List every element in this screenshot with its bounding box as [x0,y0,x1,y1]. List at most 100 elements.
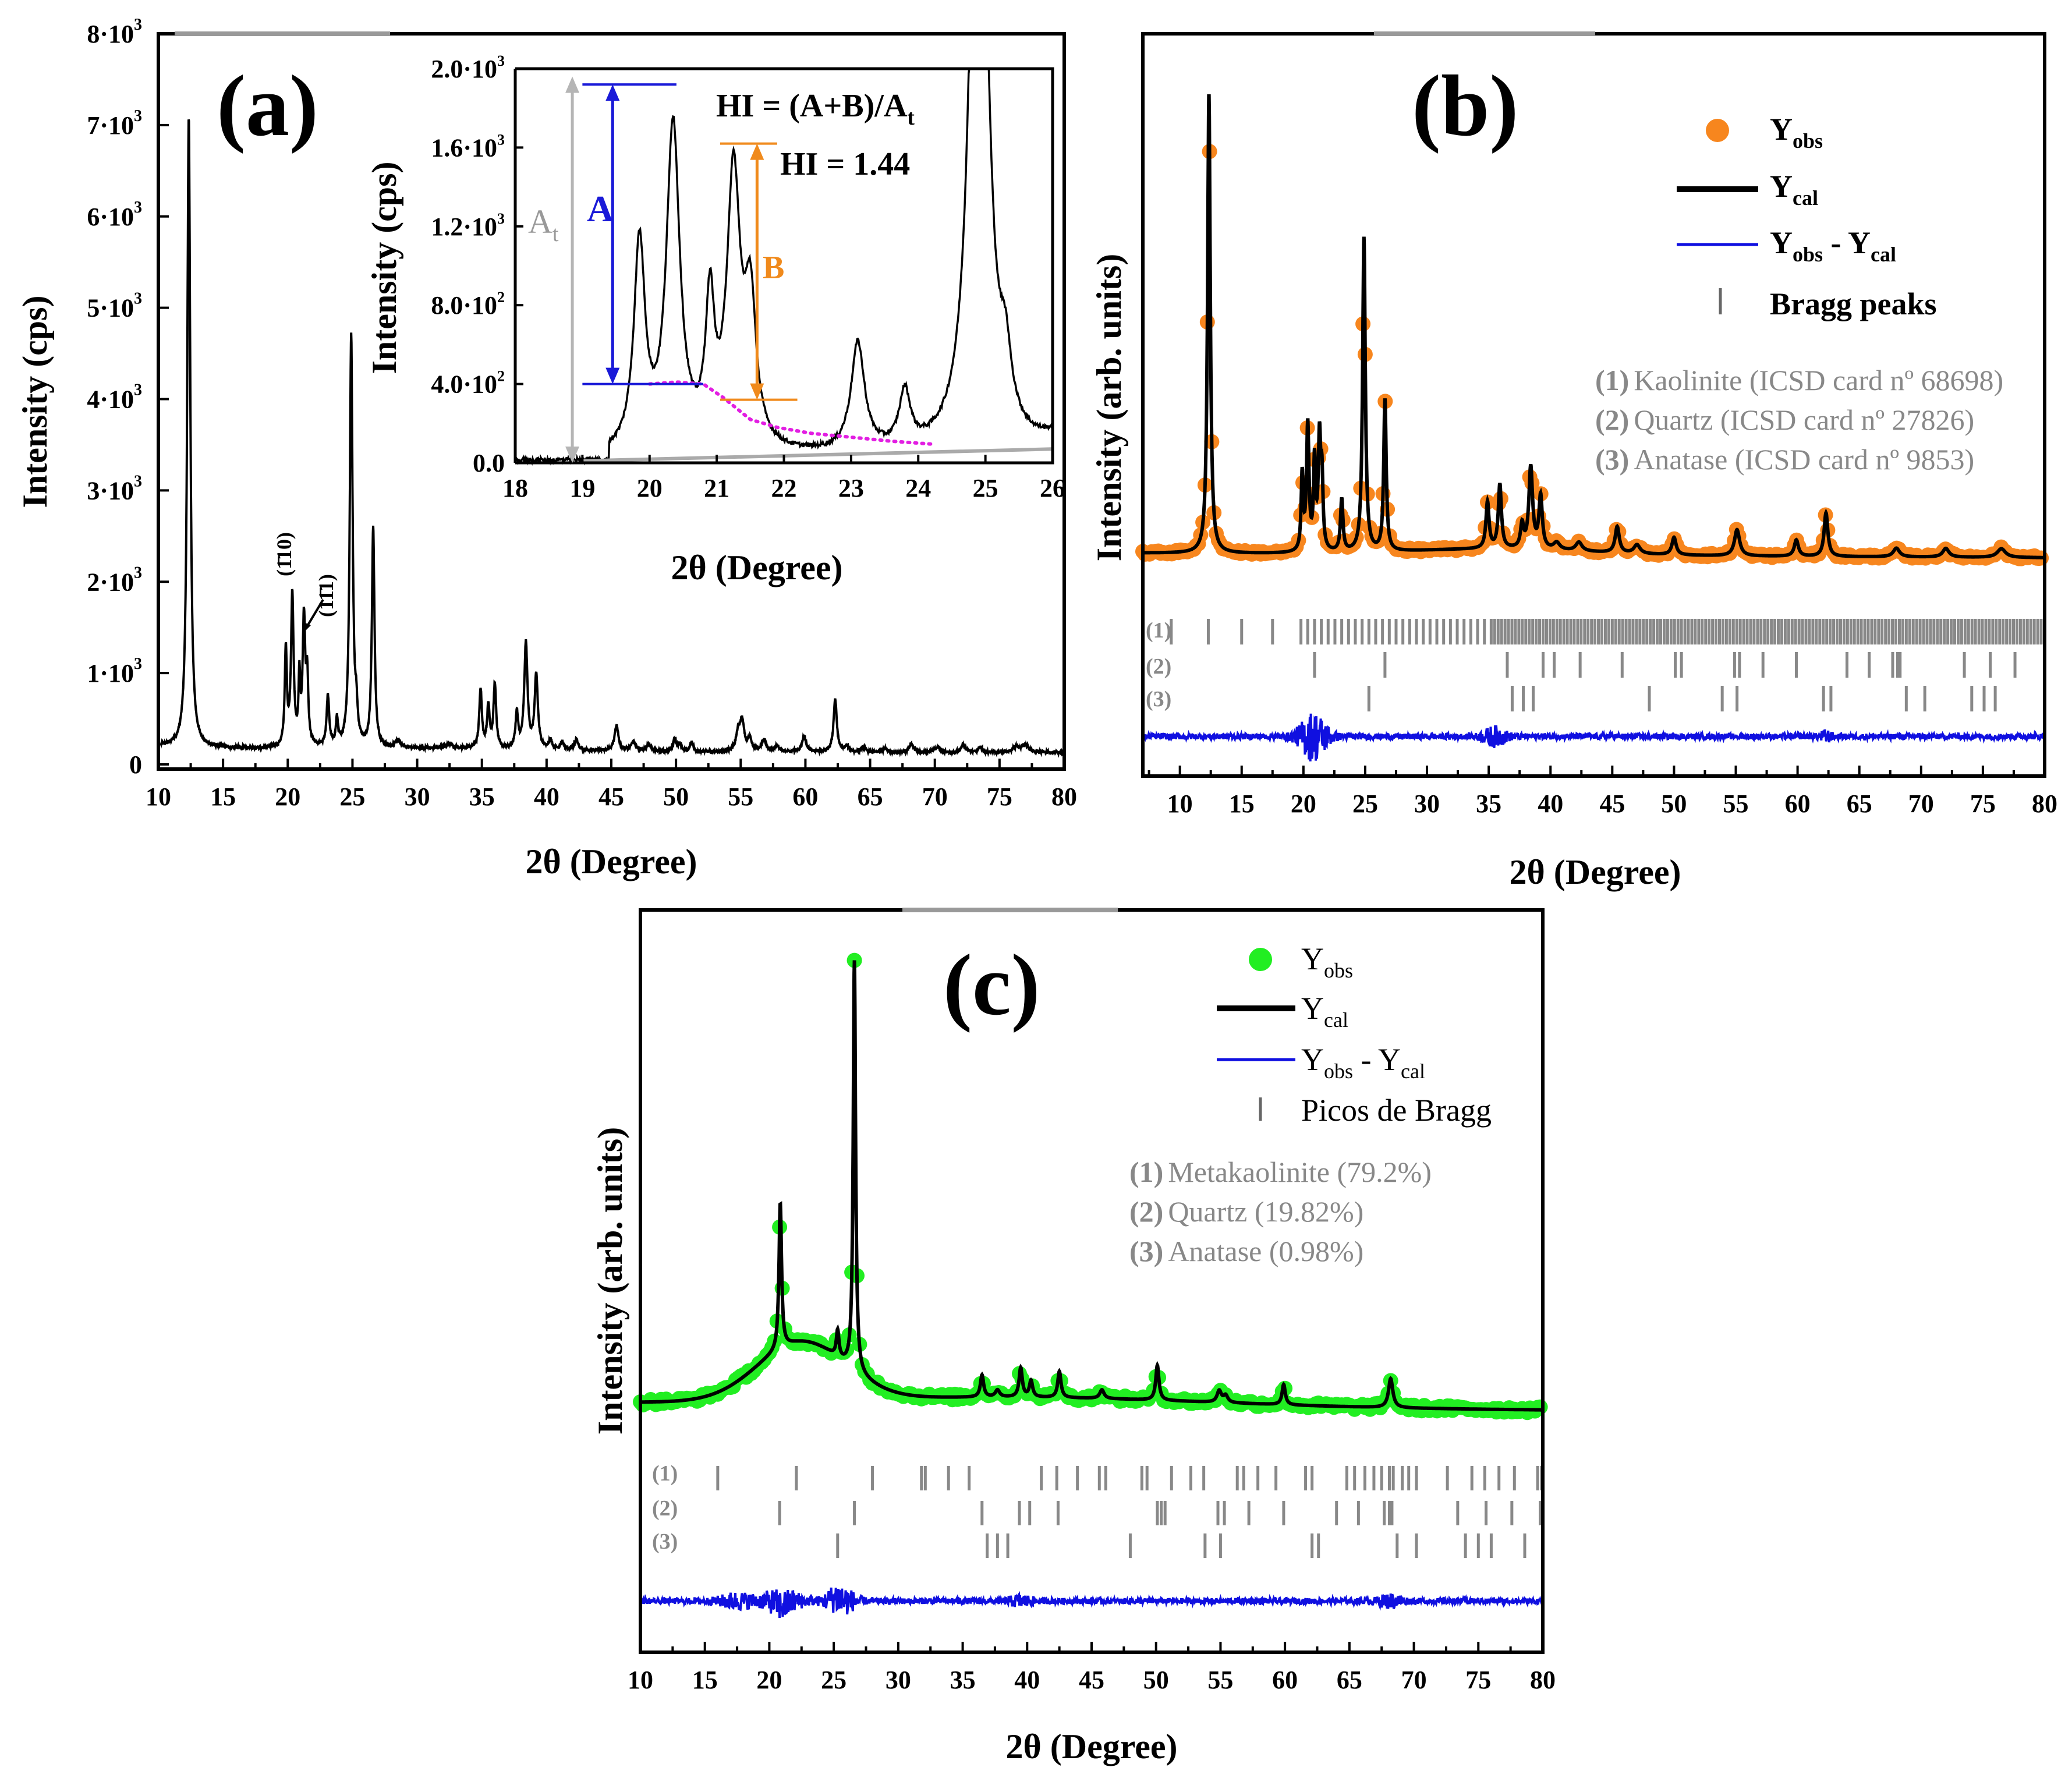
phase-b-1: (1) Kaolinite (ICSD card nº 68698) [1595,364,2003,396]
inset-arrow-a-head-top [605,84,620,101]
y-tick-label: 2·103 [87,564,142,596]
phase-c-2: (2) Quartz (19.82%) [1129,1195,1363,1228]
x-tick-label: 70 [1908,789,1934,818]
x-tick-label: 75 [987,782,1012,811]
row-label-b-2: (2) [1146,654,1171,679]
panel-c-ylabel: Intensity (arb. units) [591,1127,629,1435]
difference-line [639,1587,1544,1618]
x-tick-label: 10 [1167,789,1193,818]
observed-point [1532,1399,1548,1415]
phase-b-3: (3) Anatase (ICSD card nº 9853) [1595,443,1974,476]
x-tick-label: 60 [792,782,818,811]
legend-c-obs-marker [1249,948,1272,971]
x-tick-label: 45 [1079,1666,1104,1694]
x-tick-label: 75 [1970,789,1996,818]
y-tick-label: 5·103 [87,290,142,323]
inset-x-tick-label: 22 [771,474,797,502]
x-tick-label: 75 [1465,1666,1491,1694]
phase-c-1: (1) Metakaolinite (79.2%) [1129,1156,1432,1188]
x-tick-label: 80 [1530,1666,1556,1694]
inset-x-tick-label: 18 [502,474,528,502]
panel-b-x-ticks: 10 15 20 25 30 35 40 45 50 55 60 65 70 75 80 [1147,766,2057,818]
x-tick-label: 25 [821,1666,846,1694]
inset-x-tick-label: 26 [1040,474,1065,502]
inset-ylabel: Intensity (cps) [365,161,403,374]
x-tick-label: 70 [922,782,948,811]
legend-b-cal: Ycal [1770,169,1818,210]
panel-c-x-ticks: 10 15 20 25 30 35 40 45 50 55 60 65 70 75 80 [628,1642,1556,1694]
row-label-c-2: (2) [652,1496,678,1521]
panel-a-y-ticks: 0 1·103 2·103 3·103 4·103 5·103 6·103 7·103 8·10… [87,16,169,779]
row-label-b-1: (1) [1146,618,1171,643]
inset-arrow-at-head-bottom [565,447,580,463]
panel-b-xlabel: 2θ (Degree) [1509,853,1681,891]
x-tick-label: 10 [146,782,171,811]
x-tick-label: 80 [1051,782,1077,811]
x-tick-label: 50 [663,782,689,811]
panel-c-phases: (1) Metakaolinite (79.2%) (2) Quartz (19.8… [1129,1156,1432,1267]
annotation-11-1: (11̄1) [314,574,338,617]
x-tick-label: 20 [1291,789,1316,818]
y-tick-label: 7·103 [87,107,142,140]
x-tick-label: 30 [1414,789,1440,818]
calculated-line [640,960,1543,1412]
panel-a-inset: 18 19 20 21 22 23 24 25 26 0.0 4.0·102 8.0·102 1.2·… [365,52,1065,587]
x-tick-label: 35 [950,1666,976,1694]
inset-baseline [582,447,1052,463]
annotation-arrow-head [303,622,311,632]
panel-a-pattern-line [160,119,1065,758]
x-tick-label: 20 [756,1666,782,1694]
x-tick-label: 55 [1723,789,1749,818]
y-tick-label: 6·103 [87,199,142,231]
panel-a-series [160,119,1065,758]
x-tick-label: 50 [1661,789,1687,818]
inset-y-tick-label: 4.0·102 [431,368,505,399]
inset-x-tick-label: 25 [973,474,998,502]
x-tick-label: 15 [210,782,236,811]
row-label-c-1: (1) [652,1461,678,1486]
x-tick-label: 25 [1352,789,1378,818]
panel-b-tag: (b) [1412,58,1518,154]
legend-b-obs-marker [1706,119,1729,142]
x-tick-label: 35 [469,782,495,811]
x-tick-label: 55 [1207,1666,1233,1694]
inset-arrow-b-head-top [750,143,764,160]
legend-c-obs: Yobs [1301,941,1353,982]
y-tick-label: 3·103 [87,472,142,505]
phase-b-2: (2) Quartz (ICSD card nº 27826) [1595,403,1974,436]
panel-b-legend: Yobs Ycal Yobs - Ycal Bragg peaks [1677,112,1937,321]
inset-label-at: At [528,203,559,246]
x-tick-label: 30 [405,782,430,811]
inset-x-tick-label: 23 [838,474,864,502]
legend-b-obs: Yobs [1770,112,1823,153]
y-tick-label: 8·103 [87,16,142,48]
x-tick-label: 45 [1599,789,1625,818]
inset-y-ticks: 0.0 4.0·102 8.0·102 1.2·103 1.6·103 2.0·103 [431,52,523,477]
legend-b-diff: Yobs - Ycal [1770,225,1896,266]
inset-arrow-b-head-bottom [750,383,764,400]
phase-c-3: (3) Anatase (0.98%) [1129,1235,1363,1267]
inset-x-tick-label: 21 [704,474,729,502]
legend-c-diff: Yobs - Ycal [1301,1042,1425,1083]
inset-label-a: A [587,188,614,229]
panel-a: 10 15 20 25 30 35 40 45 50 55 60 65 70 75 80 0 1·103 2·1… [16,16,1077,881]
panel-b-series [1135,94,2049,762]
calculated-line [1143,94,2043,559]
inset-y-tick-label: 0.0 [473,449,505,477]
panel-b-phases: (1) Kaolinite (ICSD card nº 68698) (2) Qua… [1595,364,2003,476]
x-tick-label: 40 [534,782,559,811]
inset-formula: HI = (A+B)/At [716,88,915,130]
legend-b-bragg: Bragg peaks [1770,286,1937,321]
panel-b-ylabel: Intensity (arb. units) [1090,254,1128,561]
legend-c-cal: Ycal [1301,991,1348,1032]
panel-a-ylabel: Intensity (cps) [16,295,54,508]
panel-b: 10 15 20 25 30 35 40 45 50 55 60 65 70 75 80 (b) 2θ (D… [1090,31,2057,891]
x-tick-label: 50 [1143,1666,1169,1694]
inset-y-tick-label: 2.0·103 [431,52,505,83]
y-tick-label: 4·103 [87,381,142,414]
inset-x-tick-label: 24 [905,474,931,502]
x-tick-label: 70 [1401,1666,1427,1694]
inset-x-tick-label: 20 [637,474,663,502]
y-tick-label: 1·103 [87,655,142,688]
